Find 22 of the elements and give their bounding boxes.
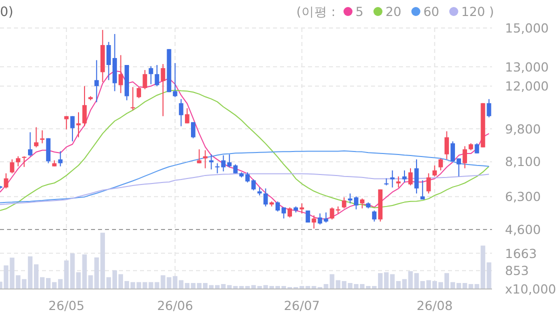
legend-title: (이평 : <box>296 4 336 19</box>
x-tick-label: 26/08 <box>416 298 453 313</box>
y-tick-label: 12,000 <box>505 78 549 94</box>
x-tick-label: 26/07 <box>284 298 320 313</box>
y-tick-label: 9,800 <box>505 121 541 136</box>
y-tick-label: 6,300 <box>505 189 541 204</box>
x-tick-label: 26/06 <box>157 298 194 313</box>
y-tick-label: 1663 <box>505 246 537 261</box>
y-tick-label: 4,600 <box>505 222 541 237</box>
legend-label: 5 <box>355 4 364 19</box>
chart-title: 0) <box>0 5 14 20</box>
legend-label: 20 <box>385 4 402 19</box>
legend-label: 120 <box>461 4 486 19</box>
legend-label: 60 <box>423 4 440 19</box>
y-tick-label: x10,000 <box>505 282 556 296</box>
y-tick-label: 15,000 <box>505 20 549 36</box>
y-tick-label: 13,000 <box>505 59 549 74</box>
y-tick-label: 853 <box>505 263 529 278</box>
text: ) <box>489 4 494 19</box>
x-tick-label: 26/05 <box>48 298 84 313</box>
y-tick-label: 8,100 <box>505 154 541 170</box>
line-series <box>0 90 490 212</box>
